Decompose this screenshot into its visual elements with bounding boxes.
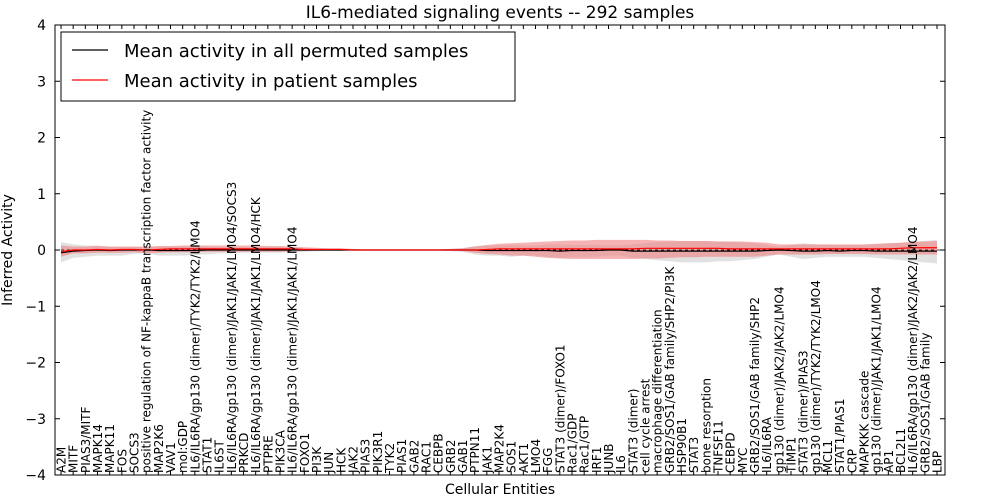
x-tick-label: IL6ST xyxy=(213,440,227,473)
x-tick-label: PI3K xyxy=(310,446,324,473)
x-tick-label: AKT1 xyxy=(517,443,531,473)
x-tick-label: BCL2L1 xyxy=(894,428,908,473)
x-tick-label: MCL1 xyxy=(821,440,835,473)
x-tick-label: FOS xyxy=(115,449,129,473)
x-tick-label: SOS1 xyxy=(505,441,519,473)
x-tick-label: positive regulation of NF-kappaB transcr… xyxy=(140,110,154,473)
x-tick-label: gp130 (dimer)/JAK2/JAK2/LMO4 xyxy=(772,286,786,473)
x-tick-label: PRKCD xyxy=(237,433,251,473)
y-tick-label: 3 xyxy=(37,74,46,90)
x-tick-label: JAK2 xyxy=(347,446,361,474)
x-tick-label: RAC1 xyxy=(420,441,434,473)
x-tick-label: gp130 (dimer)/JAK1/JAK1/LMO4 xyxy=(870,286,884,473)
x-tick-label: SOCS3 xyxy=(128,432,142,473)
x-tick-label: PIAS3 xyxy=(359,439,373,473)
x-tick-label: MAPK14 xyxy=(91,424,105,473)
x-tick-label: STAT1/PIAS1 xyxy=(833,398,847,473)
x-tick-label: CRP xyxy=(845,449,859,473)
x-tick-label: STAT3 (dimer)/FOXO1 xyxy=(553,344,567,473)
x-tick-label: MAP2K6 xyxy=(152,424,166,473)
x-tick-label: FOXO1 xyxy=(298,433,312,473)
x-tick-label: JUNB xyxy=(602,443,616,474)
x-tick-label: IL6 xyxy=(614,455,628,473)
x-tick-label: Rac1/GTP xyxy=(578,416,592,473)
x-tick-label: MAPKKK cascade xyxy=(858,371,872,473)
x-tick-label: bone resorption xyxy=(699,378,713,473)
x-axis-label: Cellular Entities xyxy=(445,482,555,498)
x-tick-label: LMO4 xyxy=(529,439,543,473)
x-tick-label: PTPN11 xyxy=(468,427,482,473)
line-patient xyxy=(60,247,937,253)
x-tick-label: TYK2 xyxy=(383,443,397,474)
y-tick-label: 1 xyxy=(37,187,46,203)
x-tick-label: cell cycle arrest xyxy=(639,378,653,473)
x-tick-label: AP1 xyxy=(882,450,896,473)
x-tick-label: IL6/IL6RA/gp130 (dimer)/JAK1/JAK1/LMO4/H… xyxy=(249,196,263,473)
x-tick-label: PTPRE xyxy=(261,435,275,473)
series-lines xyxy=(55,247,945,254)
x-tick-label: STAT1 xyxy=(201,437,215,473)
x-tick-label: Rac1/GDP xyxy=(566,414,580,473)
y-tick-label: 4 xyxy=(37,18,46,34)
x-tick-label: MITF xyxy=(67,445,81,473)
x-tick-label: CEBPD xyxy=(724,432,738,473)
y-axis: −4 −3 −2 −1 0 1 2 3 4 xyxy=(25,18,945,484)
legend-label-permuted: Mean activity in all permuted samples xyxy=(124,41,468,62)
x-tick-label: MYC xyxy=(736,448,750,473)
x-tick-label: IL6/IL6RA/gp130 (dimer)/JAK1/JAK1/LMO4 xyxy=(286,227,300,473)
x-tick-label: GRB2/SOS1/GAB family/SHP2/PI3K xyxy=(663,265,677,473)
chart-title: IL6-mediated signaling events -- 292 sam… xyxy=(306,3,695,23)
x-tick-label: GRB2/SOS1/GAB family/SHP2 xyxy=(748,297,762,473)
x-tick-label: PIK3R1 xyxy=(371,431,385,473)
y-tick-label: −1 xyxy=(25,299,46,315)
x-tick-label: STAT3 (dimer)/PIAS3 xyxy=(797,350,811,473)
y-tick-label: −3 xyxy=(25,412,46,428)
legend: Mean activity in all permuted samples Me… xyxy=(60,31,516,102)
x-tick-label: VAV1 xyxy=(164,442,178,473)
x-axis: A2MMITFPIAS3/MITFMAPK14MAPK11FOSSOCS3pos… xyxy=(55,25,945,475)
x-tick-label: FGG xyxy=(541,448,555,474)
y-tick-label: −2 xyxy=(25,356,46,372)
x-tick-label: IL6/IL6RA/gp130 (dimer)/JAK1/JAK1/LMO4/S… xyxy=(225,182,239,473)
legend-label-patient: Mean activity in patient samples xyxy=(124,71,418,92)
x-tick-label: A2M xyxy=(55,447,69,473)
x-tick-label: TNFSF11 xyxy=(712,420,726,474)
line-permuted xyxy=(60,249,937,254)
x-tick-label: HCK xyxy=(334,447,348,473)
x-tick-label: HSP90B1 xyxy=(675,418,689,473)
x-tick-label: IL6/IL6RA xyxy=(760,416,774,473)
x-tick-label: PIK3CA xyxy=(274,429,288,473)
x-tick-label: mol:GDP xyxy=(176,421,190,473)
x-tick-label: JAK1 xyxy=(480,446,494,474)
x-tick-label: JUN xyxy=(322,452,336,474)
x-tick-label: STAT3 xyxy=(687,437,701,473)
x-tick-label: GRB2/SOS1/GAB family xyxy=(918,332,932,472)
x-tick-label: MAP2K4 xyxy=(493,424,507,473)
x-tick-label: PIAS3/MITF xyxy=(79,406,93,473)
y-tick-label: −4 xyxy=(25,468,46,484)
y-tick-label: 0 xyxy=(37,243,46,259)
x-tick-label: PIAS1 xyxy=(395,439,409,473)
x-tick-label: IL6/IL6RA/gp130 (dimer)/JAK2/JAK2/LMO4 xyxy=(906,227,920,473)
x-tick-label: GAB2 xyxy=(407,440,421,473)
y-axis-label: Inferred Activity xyxy=(0,194,16,306)
x-tick-label: MAPK11 xyxy=(103,424,117,473)
x-tick-label: macrophage differentiation xyxy=(651,309,665,473)
legend-box xyxy=(60,31,516,102)
y-tick-label: 2 xyxy=(37,131,46,147)
x-tick-label: gp130 (dimer)/TYK2/TYK2/LMO4 xyxy=(809,280,823,473)
x-tick-label: GRB2 xyxy=(444,439,458,473)
x-tick-label: STAT3 (dimer) xyxy=(626,389,640,473)
x-tick-label: GAB1 xyxy=(456,440,470,473)
x-tick-label: CEBPB xyxy=(432,433,446,473)
x-tick-label: IRF1 xyxy=(590,447,604,473)
x-tick-label: TIMP1 xyxy=(785,437,799,474)
x-tick-label: IL6/IL6RA/gp130 (dimer)/TYK2/TYK2/LMO4 xyxy=(188,220,202,473)
x-tick-label: LBP xyxy=(931,451,945,473)
